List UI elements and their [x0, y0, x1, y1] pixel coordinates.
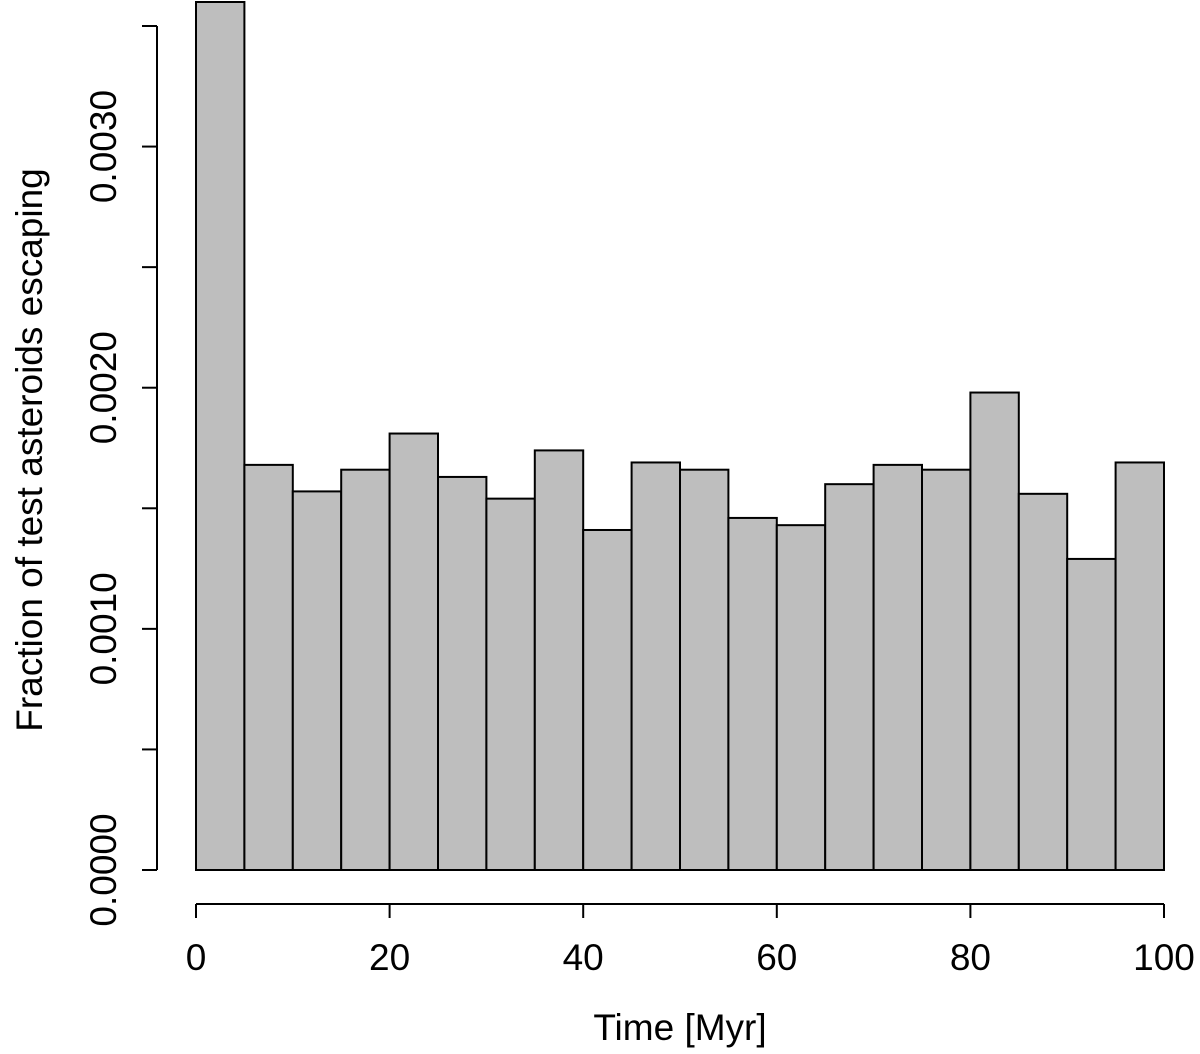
histogram-bar	[243, 463, 294, 871]
x-tick-label: 0	[186, 937, 207, 978]
y-axis-title: Fraction of test asteroids escaping	[9, 168, 50, 732]
x-tick-label: 40	[563, 937, 604, 978]
y-tick-label: 0.0030	[83, 90, 124, 203]
histogram-bar	[775, 524, 827, 871]
histogram-bar	[872, 463, 923, 871]
histogram-bar	[679, 468, 730, 871]
histogram-bar	[195, 1, 246, 871]
x-axis-title: Time [Myr]	[593, 1007, 766, 1048]
histogram-bars	[195, 1, 1165, 872]
histogram-bar	[388, 432, 440, 871]
histogram-bar	[727, 516, 778, 872]
histogram-bar	[1114, 461, 1165, 871]
histogram-bar	[485, 497, 536, 871]
x-tick-label: 20	[369, 937, 410, 978]
x-tick-label: 60	[756, 937, 797, 978]
histogram-bar	[969, 391, 1020, 871]
histogram-bar	[437, 475, 488, 871]
histogram-bar	[340, 468, 391, 871]
x-tick-label: 100	[1133, 937, 1195, 978]
x-axis: 0 20 40 60 80 100	[186, 903, 1195, 978]
histogram-bar	[921, 468, 972, 871]
x-tick-label: 80	[950, 937, 991, 978]
histogram-bar	[1066, 557, 1117, 871]
histogram-bar	[630, 461, 681, 871]
histogram-bar	[1017, 492, 1069, 871]
y-tick-label: 0.0020	[83, 331, 124, 444]
histogram-bar	[533, 449, 585, 871]
y-axis: 0.0000 0.0010 0.0020 0.0030	[83, 25, 158, 927]
y-tick-label: 0.0010	[83, 572, 124, 685]
histogram-bar	[824, 483, 875, 871]
histogram-bar	[291, 490, 343, 871]
y-tick-label: 0.0000	[83, 813, 124, 926]
histogram-bar	[582, 528, 633, 871]
